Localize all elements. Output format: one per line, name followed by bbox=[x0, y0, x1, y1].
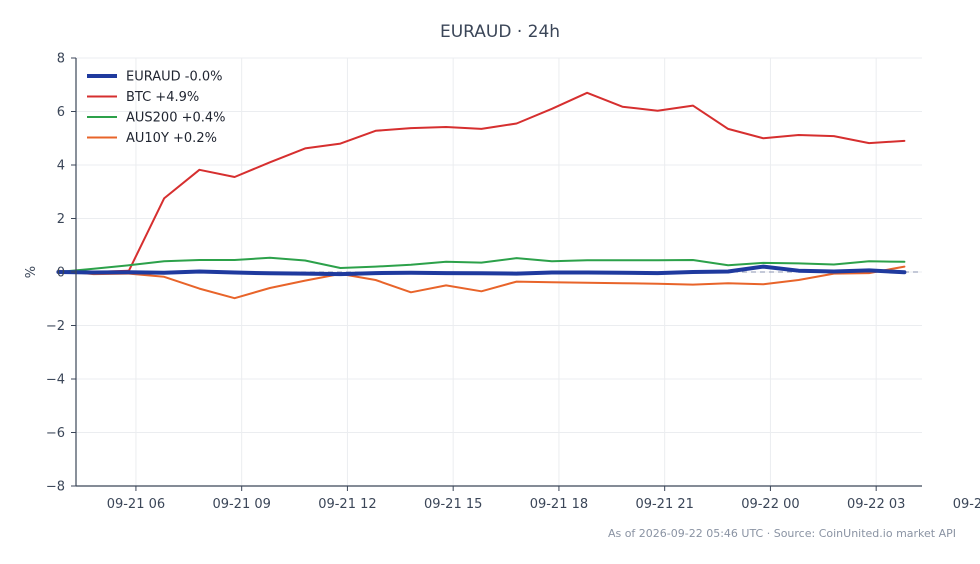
axes bbox=[71, 57, 922, 491]
series-line-au10y bbox=[57, 265, 906, 300]
y-tick-label: 2 bbox=[57, 212, 65, 227]
y-tick-label: −2 bbox=[46, 319, 65, 334]
y-tick-label: −6 bbox=[46, 426, 65, 441]
legend-label-btc: BTC +4.9% bbox=[126, 90, 199, 105]
legend: EURAUD -0.0% BTC +4.9% AUS200 +0.4% AU10Y +… bbox=[87, 70, 226, 146]
x-tick-labels: 09-21 06 09-21 09 09-21 12 09-21 15 09-21 18… bbox=[107, 497, 980, 512]
y-tick-label: 0 bbox=[57, 266, 65, 281]
x-tick-label: 09-21 15 bbox=[424, 497, 482, 512]
y-tick-label: −8 bbox=[46, 480, 65, 495]
legend-label-euraud: EURAUD -0.0% bbox=[126, 70, 223, 85]
series-layer bbox=[56, 91, 907, 300]
legend-label-au10y: AU10Y +0.2% bbox=[126, 131, 217, 146]
y-tick-label: 8 bbox=[57, 52, 65, 67]
y-tick-label: −4 bbox=[46, 373, 65, 388]
x-tick-label: 09-21 18 bbox=[530, 497, 588, 512]
y-tick-label: 6 bbox=[57, 105, 65, 120]
chart-title: EURAUD · 24h bbox=[440, 22, 560, 42]
x-tick-label: 09-22 00 bbox=[741, 497, 799, 512]
x-tick-label: 09-22 06 bbox=[953, 497, 980, 512]
legend-label-aus200: AUS200 +0.4% bbox=[126, 111, 226, 126]
series-line-btc bbox=[57, 91, 906, 273]
series-line-euraud bbox=[56, 264, 907, 277]
series-line-aus200 bbox=[57, 256, 906, 273]
x-tick-label: 09-22 03 bbox=[847, 497, 905, 512]
x-tick-label: 09-21 06 bbox=[107, 497, 165, 512]
x-tick-label: 09-21 09 bbox=[212, 497, 270, 512]
y-tick-label: 4 bbox=[57, 159, 65, 174]
y-tick-labels: −8 −6 −4 −2 0 2 4 6 8 bbox=[46, 52, 65, 495]
y-axis-label: % bbox=[24, 266, 39, 278]
x-tick-label: 09-21 21 bbox=[635, 497, 693, 512]
x-tick-label: 09-21 12 bbox=[318, 497, 376, 512]
source-note: As of 2026-09-22 05:46 UTC · Source: Coi… bbox=[608, 527, 956, 540]
